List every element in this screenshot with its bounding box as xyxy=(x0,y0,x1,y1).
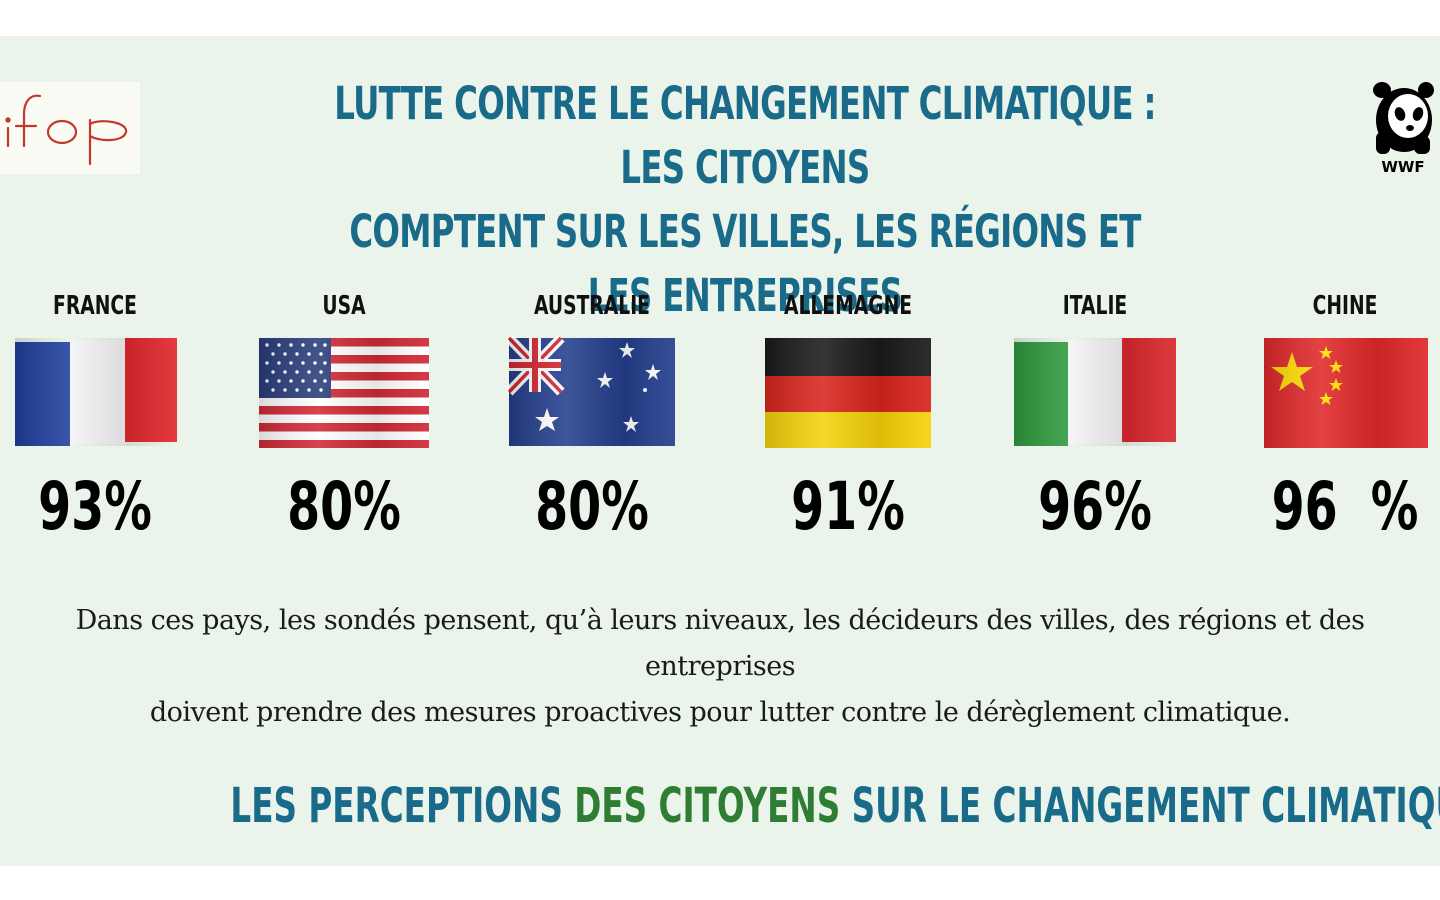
subtitle-highlight: DES CITOYENS xyxy=(574,778,841,834)
country-name: FRANCE xyxy=(53,291,137,321)
country-results: FRANCE 93% USA xyxy=(0,286,1440,556)
wwf-logo-text: WWF xyxy=(1381,158,1424,176)
flag-usa-icon xyxy=(259,338,429,448)
subtitle-part-3: SUR LE CHANGEMENT CLIMATIQUE xyxy=(840,778,1440,834)
country-china: CHINE 96 % xyxy=(1220,286,1440,544)
country-name: USA xyxy=(322,291,366,321)
percentage-value: 93% xyxy=(38,468,152,545)
country-name: AUSTRALIE xyxy=(534,291,650,321)
flag-germany-icon xyxy=(765,338,931,448)
description-line-1: Dans ces pays, les sondés pensent, qu’à … xyxy=(75,605,1365,682)
percentage-value: 96% xyxy=(1038,468,1152,545)
country-italy: ITALIE 96% xyxy=(970,286,1220,544)
flag-italy-icon xyxy=(1014,338,1176,446)
country-germany: ALLEMAGNE 91% xyxy=(723,286,973,544)
page-title: LUTTE CONTRE LE CHANGEMENT CLIMATIQUE : … xyxy=(331,72,1159,328)
country-australia: AUSTRALIE 80% xyxy=(467,286,717,544)
country-name: ALLEMAGNE xyxy=(783,291,913,321)
country-france: FRANCE 93% xyxy=(0,286,220,544)
country-name: ITALIE xyxy=(1062,291,1128,321)
country-usa: USA 80% xyxy=(219,286,469,544)
subtitle-part-1: LES PERCEPTIONS xyxy=(230,778,575,834)
title-line-1: LUTTE CONTRE LE CHANGEMENT CLIMATIQUE : … xyxy=(334,77,1156,194)
description-text: Dans ces pays, les sondés pensent, qu’à … xyxy=(0,598,1440,736)
section-subtitle: LES PERCEPTIONS DES CITOYENS SUR LE CHAN… xyxy=(230,774,1440,838)
percentage-value: 91% xyxy=(791,468,905,545)
flag-china-icon xyxy=(1264,338,1428,448)
title-line-2: COMPTENT SUR LES VILLES, LES RÉGIONS ET … xyxy=(349,205,1141,322)
country-name: CHINE xyxy=(1312,291,1378,321)
wwf-panda-logo: WWF xyxy=(1368,76,1438,176)
percentage-value: 80% xyxy=(287,468,401,545)
percentage-value: 80% xyxy=(535,468,649,545)
flag-australia-icon xyxy=(507,334,675,446)
flag-france-icon xyxy=(15,338,177,446)
infographic-panel xyxy=(0,36,1440,866)
ifop-logo xyxy=(0,82,140,174)
description-line-2: doivent prendre des mesures proactives p… xyxy=(149,697,1291,728)
percentage-value: 96 % xyxy=(1271,468,1419,545)
